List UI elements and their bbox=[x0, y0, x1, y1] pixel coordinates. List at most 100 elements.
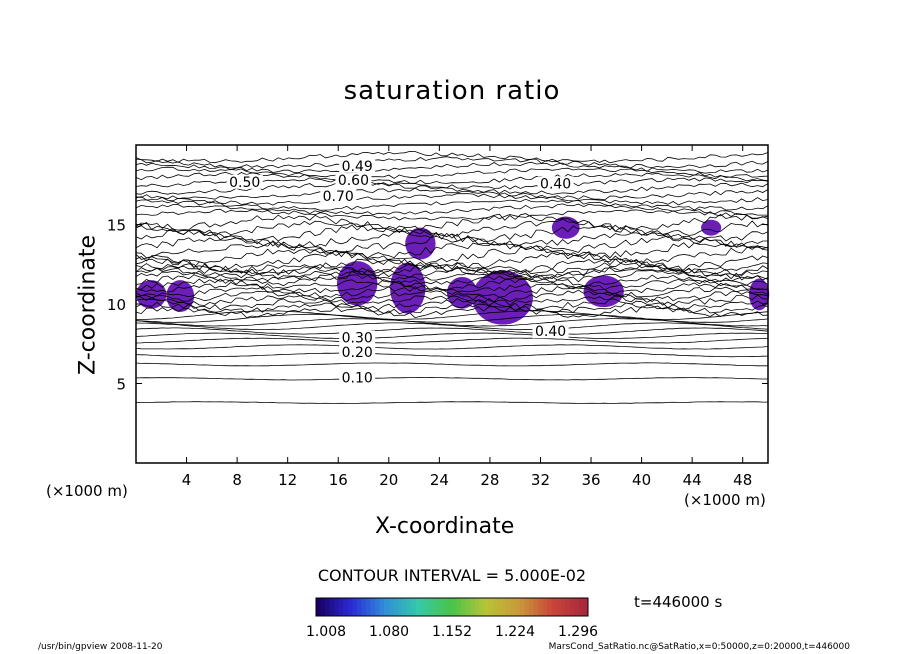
contour-line bbox=[135, 263, 769, 282]
contour-label-bg bbox=[339, 370, 376, 385]
colorbar-cell bbox=[429, 598, 435, 616]
colorbar-cell bbox=[388, 598, 394, 616]
colorbar-cell bbox=[406, 598, 412, 616]
colorbar-cell bbox=[533, 598, 539, 616]
colorbar-cell bbox=[411, 598, 417, 616]
x-ticks: 4 8 12 16 20 24 28 32 36 40 44 48 bbox=[182, 145, 752, 489]
contour-label-bg bbox=[339, 344, 376, 359]
contour-line bbox=[135, 171, 769, 185]
colorbar-cell bbox=[465, 598, 471, 616]
footer-right: MarsCond_SatRatio.nc@SatRatio,x=0:50000,… bbox=[548, 642, 850, 652]
contour-line bbox=[135, 156, 769, 169]
colorbar-tick-label: 1.152 bbox=[432, 624, 472, 640]
y-tick-label: 5 bbox=[116, 376, 126, 394]
colorbar-cell bbox=[415, 598, 421, 616]
contour-line bbox=[135, 258, 769, 276]
colorbar-tick-label: 1.080 bbox=[369, 624, 409, 640]
contour-line bbox=[135, 327, 769, 335]
colorbar-cell bbox=[479, 598, 485, 616]
contour-line bbox=[135, 218, 769, 237]
colorbar-cell bbox=[452, 598, 458, 616]
contour-line bbox=[135, 213, 769, 231]
contour-label: 0.40 bbox=[540, 176, 571, 192]
x-tick-label: 28 bbox=[480, 471, 499, 489]
colorbar-cell bbox=[329, 598, 335, 616]
contour-line bbox=[135, 282, 769, 295]
colorbar-cell bbox=[384, 598, 390, 616]
x-tick-label: 40 bbox=[632, 471, 651, 489]
contour-line bbox=[135, 377, 768, 381]
contour-label: 0.40 bbox=[535, 324, 566, 340]
contour-line bbox=[135, 198, 769, 211]
colorbar-cell bbox=[438, 598, 444, 616]
colorbar-tick-label: 1.296 bbox=[558, 624, 598, 640]
x-tick-label: 4 bbox=[182, 471, 192, 489]
x-tick-label: 32 bbox=[531, 471, 550, 489]
colorbar-cell bbox=[461, 598, 467, 616]
colorbar-cell bbox=[325, 598, 331, 616]
y-ticks: 5 10 15 bbox=[107, 217, 768, 394]
x-tick-label: 12 bbox=[278, 471, 297, 489]
colorbar-cell bbox=[379, 598, 385, 616]
contour-line bbox=[135, 332, 769, 340]
colorbar-cell bbox=[361, 598, 367, 616]
colorbar-cell bbox=[347, 598, 353, 616]
colorbar-cell bbox=[574, 598, 580, 616]
contour-line bbox=[135, 289, 769, 303]
contour-line bbox=[135, 193, 769, 206]
contour-line bbox=[135, 294, 769, 307]
contour-line bbox=[135, 235, 769, 253]
contour-line bbox=[135, 150, 769, 164]
contour-line bbox=[135, 240, 769, 259]
contour-label: 0.20 bbox=[342, 345, 373, 361]
colorbar-cell bbox=[420, 598, 426, 616]
colorbar-cell bbox=[370, 598, 376, 616]
contour-line bbox=[135, 229, 768, 249]
colorbar-cell bbox=[474, 598, 480, 616]
contour-label-bg bbox=[339, 158, 376, 173]
colorbar-cell bbox=[442, 598, 448, 616]
colorbar-cell bbox=[583, 598, 589, 616]
colorbar-frame bbox=[315, 597, 589, 617]
colorbar: 1.008 1.080 1.152 1.224 1.296 bbox=[306, 597, 598, 640]
contour-line bbox=[135, 298, 769, 311]
colorbar-cell bbox=[492, 598, 498, 616]
colorbar-cell bbox=[551, 598, 557, 616]
contour-interval-text: CONTOUR INTERVAL = 5.000E-02 bbox=[317, 566, 587, 585]
y-axis-unit: (×1000 m) bbox=[46, 482, 128, 500]
colorbar-cell bbox=[538, 598, 544, 616]
colorbar-cell bbox=[524, 598, 530, 616]
colorbar-cell bbox=[515, 598, 521, 616]
colorbar-cell bbox=[547, 598, 553, 616]
colorbar-cell bbox=[320, 598, 326, 616]
contour-line bbox=[135, 286, 769, 298]
x-tick-label: 44 bbox=[683, 471, 702, 489]
colorbar-cell bbox=[506, 598, 512, 616]
colorbar-cell bbox=[488, 598, 494, 616]
colorbar-tick-label: 1.224 bbox=[495, 624, 535, 640]
colorbar-cell bbox=[374, 598, 380, 616]
y-tick-label: 15 bbox=[107, 217, 126, 235]
x-tick-label: 24 bbox=[430, 471, 449, 489]
colorbar-cell bbox=[424, 598, 430, 616]
contour-line bbox=[135, 187, 769, 201]
x-tick-label: 8 bbox=[232, 471, 242, 489]
contour-line bbox=[135, 301, 769, 315]
contour-line bbox=[135, 344, 769, 350]
colorbar-cell bbox=[393, 598, 399, 616]
colorbar-cell bbox=[397, 598, 403, 616]
colorbar-cell bbox=[402, 598, 408, 616]
contour-line bbox=[135, 269, 769, 283]
contour-line bbox=[135, 322, 769, 331]
contour-label: 0.30 bbox=[342, 331, 373, 347]
colorbar-cell bbox=[334, 598, 340, 616]
colorbar-cell bbox=[510, 598, 516, 616]
contour-label-bg bbox=[335, 173, 372, 188]
contour-line bbox=[135, 166, 769, 179]
footer-left: /usr/bin/gpview 2008-11-20 bbox=[38, 642, 163, 652]
contour-label: 0.10 bbox=[342, 370, 373, 386]
contour-line bbox=[135, 208, 769, 221]
x-axis-label: X-coordinate bbox=[375, 514, 515, 539]
contour-labels: 0.10 0.200.30 0.40 0.40 0.50 0.600.70 0.49 bbox=[226, 158, 574, 386]
colorbar-cell bbox=[316, 598, 322, 616]
